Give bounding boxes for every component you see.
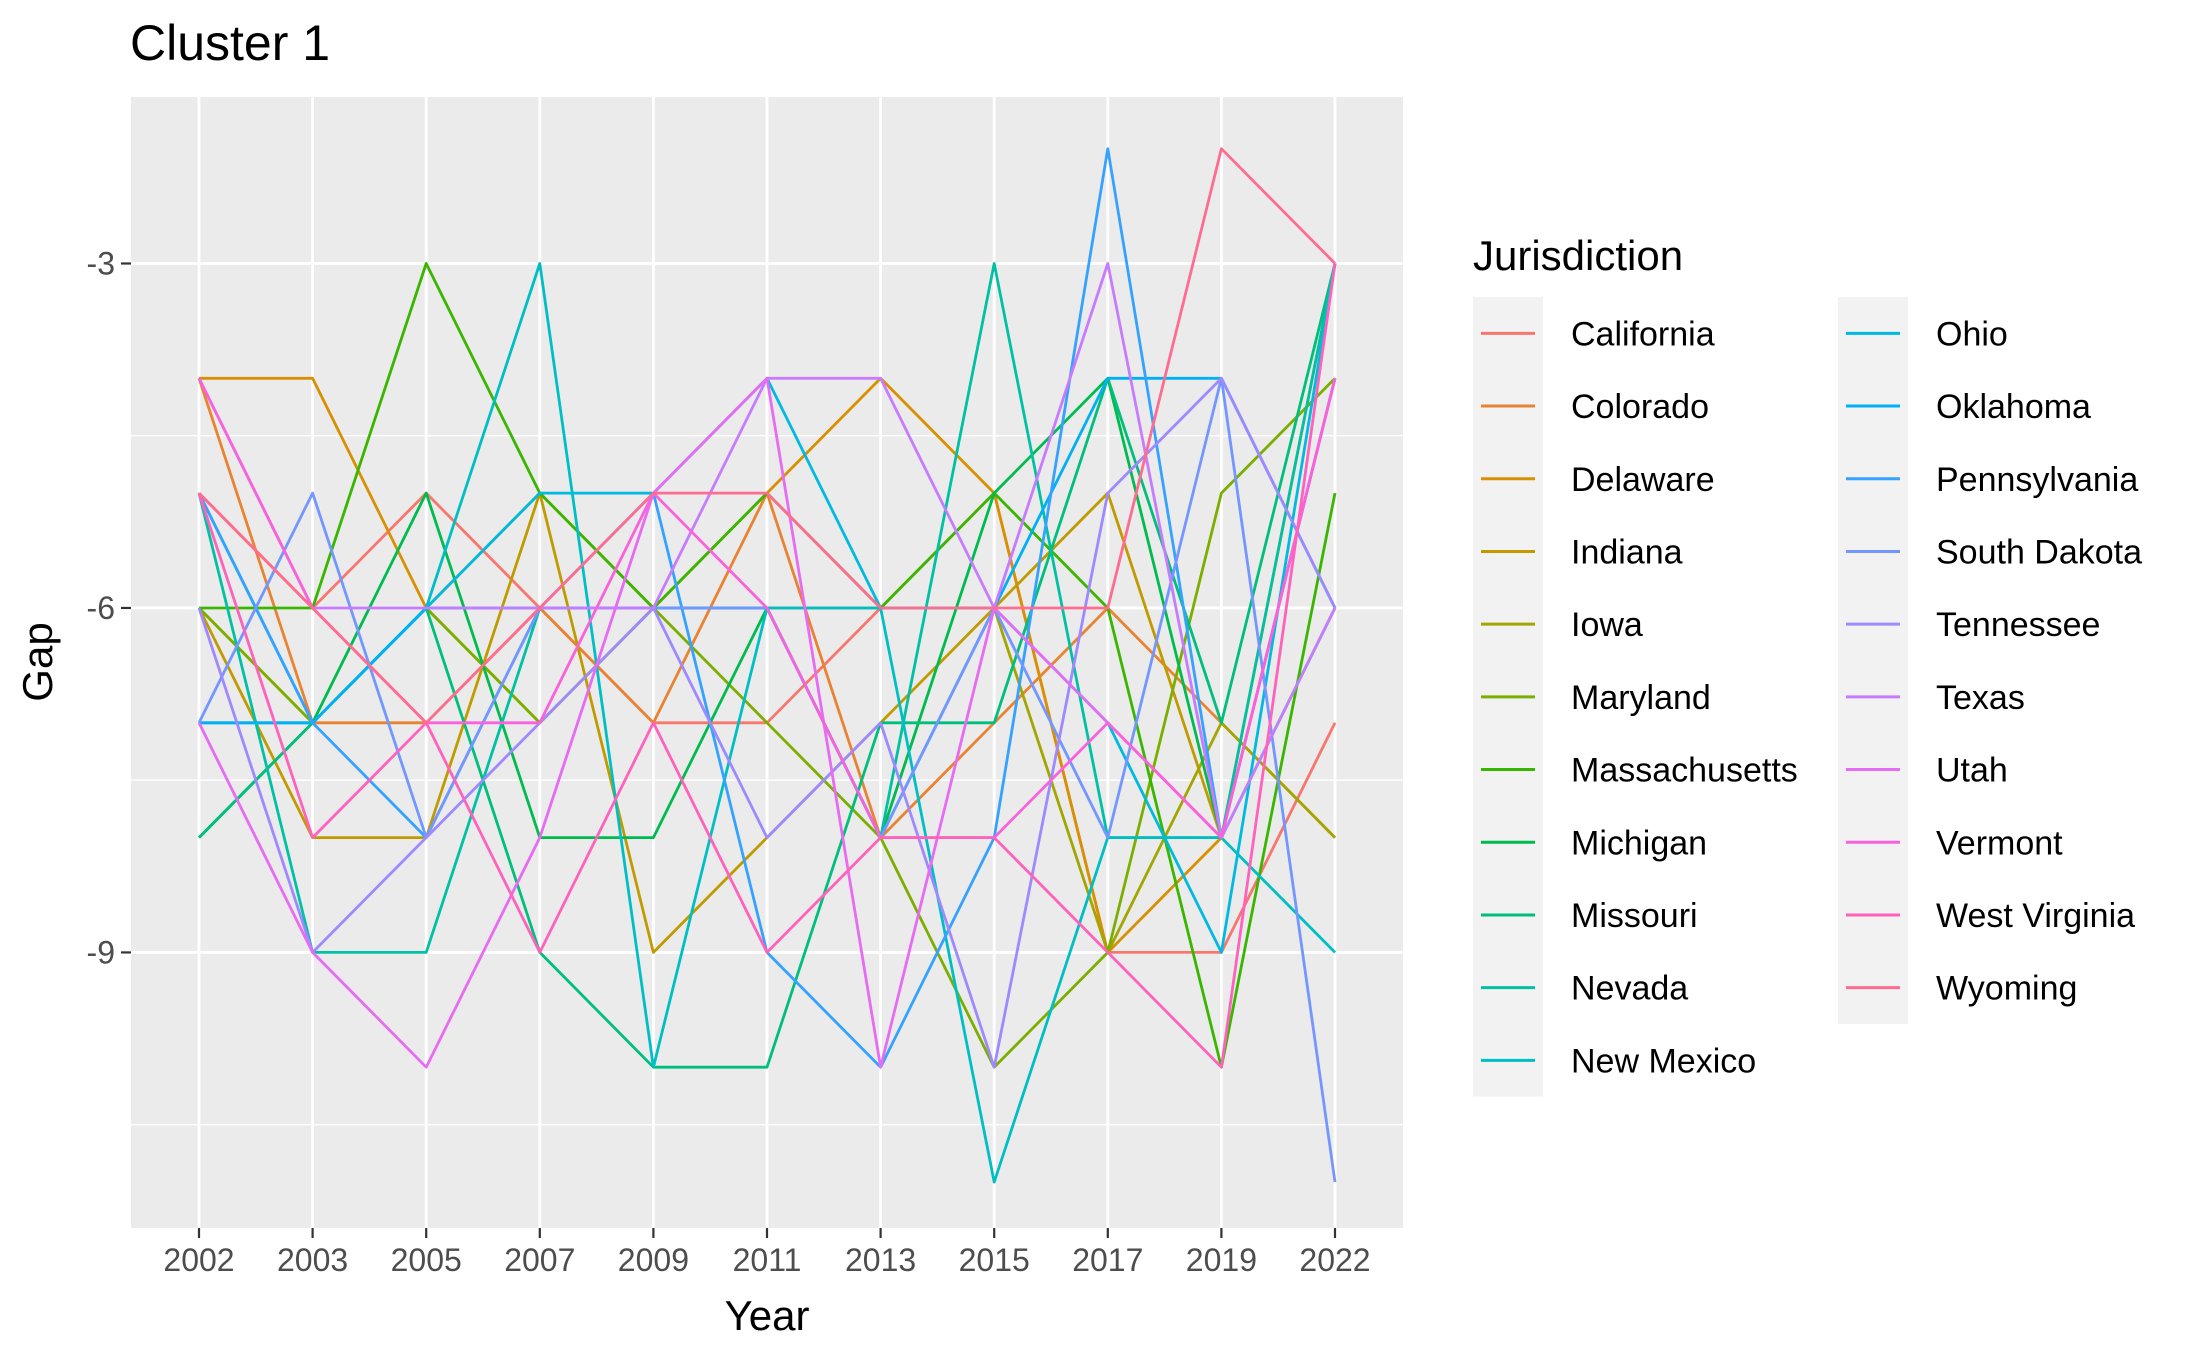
legend-item: Delaware [1481,461,1715,499]
legend-item: Oklahoma [1846,388,2091,426]
legend-item: Tennessee [1846,606,2100,644]
legend-item: Utah [1846,752,2008,790]
legend-label: Delaware [1571,461,1715,499]
legend-item: Texas [1846,679,2025,717]
legend-item: Vermont [1846,824,2063,862]
grid-major [131,97,1403,1228]
legend-label: West Virginia [1936,897,2135,935]
legend-item: Indiana [1481,533,1683,571]
y-tick-label: -6 [87,590,115,626]
legend-label: Maryland [1571,679,1711,717]
legend-label: California [1571,315,1715,353]
series-line-west-virginia [197,263,1337,1069]
legend-item: Pennsylvania [1846,461,2138,499]
legend-label: Michigan [1571,824,1707,862]
y-tick-label: -9 [87,934,115,970]
series-lines [197,147,1337,1184]
y-axis-title: Gap [14,622,61,701]
x-axis-ticks: 2002 2003 2005 2007 2009 2011 2013 2015 2017 2019… [163,1228,1371,1278]
legend-label: Oklahoma [1936,388,2091,426]
legend-item: Maryland [1481,679,1711,717]
legend-label: South Dakota [1936,533,2142,571]
legend-item: Michigan [1481,824,1707,862]
legend-item: California [1481,315,1715,353]
chart-title: Cluster 1 [130,15,330,71]
legend-label: Ohio [1936,315,2008,353]
legend-label: Tennessee [1936,606,2100,644]
legend-label: Indiana [1571,533,1683,571]
legend-label: Texas [1936,679,2025,717]
legend-label: Vermont [1936,824,2063,862]
legend-item: South Dakota [1846,533,2142,571]
legend-item: Colorado [1481,388,1709,426]
x-axis-title: Year [725,1292,810,1339]
legend: California Colorado Delaware Indiana Iowa Mar… [1473,297,2142,1097]
x-tick-label: 2022 [1299,1242,1370,1278]
series-line-wyoming [198,147,1336,725]
x-tick-label: 2011 [733,1242,802,1278]
legend-label: Pennsylvania [1936,461,2138,499]
legend-item: New Mexico [1481,1042,1756,1080]
legend-label: Nevada [1571,970,1688,1008]
legend-item: Massachusetts [1481,752,1798,790]
x-tick-label: 2005 [391,1242,462,1278]
legend-item: Ohio [1846,315,2008,353]
x-tick-label: 2019 [1186,1242,1257,1278]
y-tick-label: -3 [87,245,115,281]
legend-item: Nevada [1481,970,1688,1008]
legend-label: Massachusetts [1571,752,1798,790]
y-axis-ticks: -9 -6 -3 [87,245,131,970]
x-tick-label: 2007 [504,1242,575,1278]
x-tick-label: 2017 [1072,1242,1143,1278]
legend-item: Missouri [1481,897,1698,935]
legend-label: Colorado [1571,388,1709,426]
legend-label: Missouri [1571,897,1698,935]
legend-key-background [1838,297,1908,1024]
legend-item: Wyoming [1846,970,2077,1008]
legend-label: New Mexico [1571,1042,1756,1080]
legend-label: Wyoming [1936,970,2077,1008]
x-tick-label: 2015 [959,1242,1030,1278]
legend-item: Iowa [1481,606,1643,644]
x-tick-label: 2009 [618,1242,689,1278]
legend-label: Utah [1936,752,2008,790]
x-tick-label: 2003 [277,1242,348,1278]
legend-item: West Virginia [1846,897,2135,935]
x-tick-label: 2002 [163,1242,234,1278]
legend-title: Jurisdiction [1473,232,1683,279]
x-tick-label: 2013 [845,1242,916,1278]
legend-label: Iowa [1571,606,1643,644]
